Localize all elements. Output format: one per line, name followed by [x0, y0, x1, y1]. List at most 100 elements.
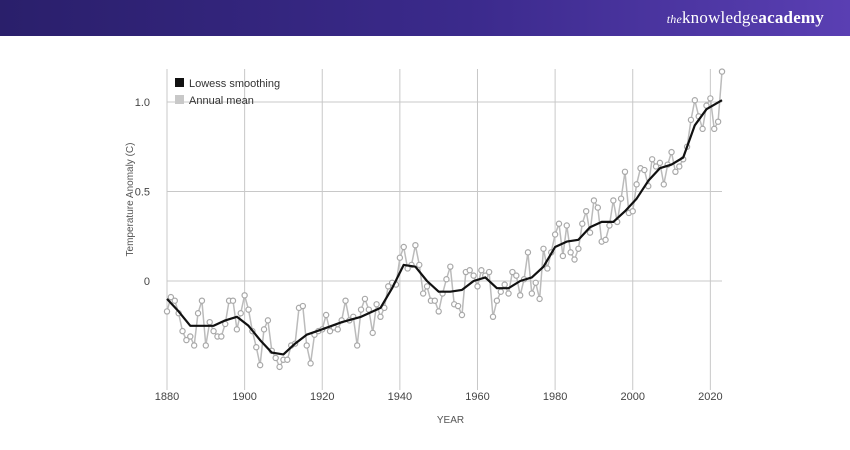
annual-mean-point-2007	[656, 159, 664, 167]
brand-academy: academy	[758, 8, 824, 27]
lowess-line	[166, 99, 723, 356]
annual-mean-point-2001	[633, 181, 640, 188]
annual-mean-point-1886	[187, 333, 194, 340]
annual-mean-point-2011	[672, 168, 679, 176]
annual-mean-point-1959	[470, 272, 477, 279]
annual-mean-point-1991	[594, 204, 602, 211]
annual-mean-point-1975	[532, 279, 539, 286]
annual-mean-point-1905	[260, 326, 268, 333]
annual-mean-point-1970	[513, 272, 520, 279]
annual-mean-point-1906	[264, 317, 272, 324]
annual-mean-point-1901	[245, 306, 252, 313]
x-tick-2020: 2020	[698, 391, 722, 403]
annual-mean-point-1947	[423, 283, 431, 290]
annual-mean-point-1940	[396, 254, 404, 261]
annual-mean-point-1964	[489, 313, 497, 320]
x-tick-1980: 1980	[543, 391, 567, 403]
annual-mean-point-2022	[714, 118, 722, 125]
annual-mean-point-2005	[648, 156, 656, 163]
x-tick-1960: 1960	[465, 391, 489, 403]
annual-mean-point-1998	[621, 168, 629, 176]
x-tick-1880: 1880	[155, 391, 179, 403]
annual-mean-point-1911	[284, 356, 291, 363]
x-tick-2000: 2000	[620, 391, 644, 403]
annual-mean-point-1931	[361, 295, 369, 303]
annual-mean-point-1885	[183, 336, 190, 344]
x-tick-1920: 1920	[310, 391, 334, 403]
annual-mean-point-1891	[206, 318, 213, 326]
annual-mean-point-1882	[171, 297, 178, 304]
annual-mean-point-2000	[629, 207, 636, 215]
annual-mean-point-1934	[373, 301, 380, 308]
annual-mean-point-2003	[641, 166, 648, 174]
annual-mean-point-1969	[509, 268, 516, 276]
annual-mean-point-2006	[652, 163, 660, 170]
annual-mean-point-1941	[400, 243, 407, 251]
annual-mean-point-1949	[431, 297, 438, 304]
annual-mean-point-1973	[524, 249, 532, 256]
annual-mean-point-1917	[307, 360, 314, 367]
annual-mean-point-1974	[528, 290, 536, 297]
annual-mean-point-1916	[303, 342, 310, 349]
annual-mean-point-1961	[478, 267, 485, 274]
annual-mean-point-1983	[563, 222, 570, 229]
annual-mean-point-1899	[237, 310, 244, 317]
annual-mean-point-1945	[416, 261, 423, 269]
annual-mean-point-1926	[342, 297, 349, 304]
lowess-series	[166, 99, 723, 356]
annual-mean-point-1965	[493, 297, 501, 304]
annual-mean-point-1995	[610, 197, 617, 204]
annual-mean-line	[166, 71, 723, 369]
annual-mean-point-1952	[443, 276, 450, 283]
annual-mean-point-1956	[458, 311, 466, 319]
annual-mean-point-1966	[497, 288, 504, 295]
annual-mean-point-1971	[516, 292, 524, 299]
y-tick-0: 0	[144, 276, 150, 288]
annual-mean-point-1894	[218, 333, 225, 340]
annual-mean-point-2023	[718, 68, 726, 75]
annual-mean-point-1908	[272, 354, 279, 362]
legend-swatch-lowess	[175, 78, 184, 87]
annual-mean-point-1984	[567, 249, 574, 256]
annual-mean-point-1890	[202, 342, 210, 349]
annual-mean-point-1897	[229, 297, 237, 304]
annual-mean-point-1990	[590, 197, 598, 204]
annual-mean-point-1955	[454, 302, 462, 310]
y-tick-labels: 1.0 0.5 0	[135, 97, 150, 288]
annual-mean-point-1888	[194, 310, 202, 317]
brand-logo[interactable]: theknowledgeacademy	[667, 8, 824, 28]
annual-mean-point-1935	[377, 313, 384, 320]
brand-the: the	[666, 12, 682, 26]
x-axis-title: YEAR	[437, 415, 464, 426]
y-tick-0.5: 0.5	[135, 187, 150, 199]
annual-mean-point-1986	[575, 245, 582, 252]
annual-mean-point-1976	[536, 295, 543, 303]
annual-mean-point-1944	[412, 241, 419, 249]
annual-mean-point-1884	[179, 327, 186, 335]
annual-mean-point-1909	[276, 363, 283, 371]
annual-mean-point-1946	[419, 290, 427, 297]
annual-mean-point-1904	[256, 361, 264, 369]
annual-mean-point-2020	[707, 95, 714, 102]
annual-mean-point-1898	[233, 326, 241, 333]
x-tick-1940: 1940	[388, 391, 412, 403]
annual-mean-point-1921	[322, 311, 330, 319]
annual-mean-point-1981	[555, 220, 563, 227]
temperature-chart: 1880 1900 1920 1940 1960 1980 2000 2020 1.0 0.5 0…	[125, 68, 726, 426]
annual-mean-point-1887	[190, 342, 198, 349]
annual-mean-point-1953	[447, 263, 454, 270]
y-tick-1.0: 1.0	[135, 97, 150, 109]
x-tick-labels: 1880 1900 1920 1940 1960 1980 2000 2020	[155, 391, 723, 403]
annual-mean-point-1930	[357, 306, 365, 313]
annual-mean-point-1915	[299, 302, 307, 310]
annual-mean-point-1997	[617, 195, 625, 202]
annual-mean-point-2021	[711, 125, 718, 133]
annual-mean-point-1985	[571, 256, 578, 263]
annual-mean-point-2008	[660, 181, 667, 188]
brand-knowledge: knowledge	[681, 8, 759, 27]
annual-mean-point-1988	[582, 207, 590, 215]
annual-mean-point-1937	[385, 283, 392, 290]
annual-mean-point-1950	[435, 308, 442, 315]
annual-mean-point-1982	[559, 252, 567, 260]
annual-mean-point-1880	[163, 308, 171, 315]
